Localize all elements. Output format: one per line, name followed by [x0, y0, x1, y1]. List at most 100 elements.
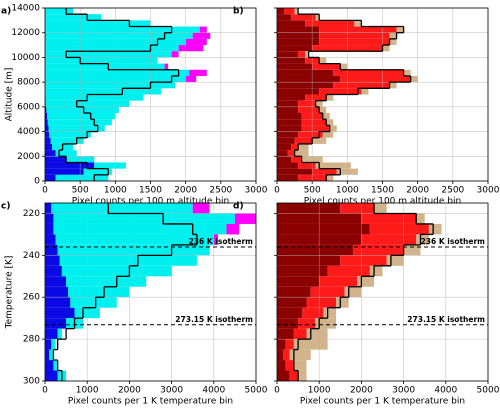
x-tick-label: 3000: [160, 386, 183, 396]
histogram-bar: [45, 69, 190, 76]
histogram-bar: [403, 69, 411, 76]
histogram-bar: [45, 318, 67, 329]
histogram-bar: [369, 265, 383, 277]
histogram-bar: [45, 137, 51, 144]
histogram-bar: [277, 286, 311, 298]
histogram-bar: [361, 234, 417, 245]
histogram-bar: [45, 360, 54, 371]
histogram-bar: [352, 244, 404, 256]
histogram-bar: [322, 131, 334, 138]
histogram-bar: [45, 244, 58, 256]
histogram-bar: [68, 286, 130, 298]
histogram-bar: [277, 137, 295, 144]
histogram-bar: [185, 75, 197, 83]
histogram-bar: [45, 125, 49, 132]
histogram-bar: [277, 168, 313, 175]
histogram-bar: [326, 119, 334, 126]
histogram-bar: [305, 94, 327, 101]
histogram-bar: [340, 63, 348, 70]
histogram-bar: [277, 318, 299, 329]
histogram-bar: [277, 75, 341, 83]
x-tick-label: 0: [42, 386, 48, 396]
histogram-bar: [396, 26, 404, 33]
histogram-bar: [45, 213, 54, 224]
histogram-bar: [374, 203, 387, 214]
histogram-bar: [305, 51, 309, 58]
histogram-bar: [326, 94, 334, 101]
histogram-bar: [277, 156, 292, 163]
histogram-bar: [61, 265, 172, 277]
histogram-bar: [298, 106, 320, 114]
histogram-bar: [322, 113, 330, 120]
histogram-bar: [47, 113, 116, 120]
histogram-bar: [306, 297, 337, 308]
histogram-bar: [277, 26, 320, 33]
y-axis-label: Altitude [m]: [5, 68, 15, 122]
y-tick-label: 220: [23, 209, 40, 219]
histogram-bar: [45, 168, 84, 175]
histogram-bar: [293, 328, 307, 340]
histogram-bar: [45, 51, 172, 58]
histogram-bar: [277, 14, 292, 21]
y-tick-label: 2000: [17, 152, 40, 162]
x-axis-label: Pixel counts per 100 m altitude bin: [304, 197, 461, 207]
x-tick-label: 2000: [174, 186, 197, 196]
histogram-bar: [319, 106, 327, 114]
histogram-bar: [294, 8, 299, 15]
histogram-bar: [45, 26, 200, 33]
histogram-bar: [410, 75, 418, 83]
histogram-bar: [283, 349, 290, 361]
histogram-bar: [323, 307, 337, 319]
histogram-bar: [389, 38, 397, 46]
histogram-bar: [277, 255, 341, 266]
y-tick-label: 240: [23, 251, 40, 261]
histogram-bar: [315, 14, 320, 21]
histogram-bar: [226, 223, 240, 235]
histogram-bar: [277, 100, 299, 107]
histogram-bar: [45, 223, 54, 235]
histogram-bar: [287, 150, 295, 157]
histogram-bar: [171, 51, 179, 58]
histogram-bar: [45, 45, 179, 52]
histogram-bar: [277, 297, 307, 308]
histogram-bar: [53, 360, 58, 371]
histogram-bar: [327, 265, 370, 277]
histogram-bar: [298, 143, 309, 151]
histogram-bar: [277, 150, 288, 157]
histogram-bar: [45, 234, 56, 245]
histogram-bar: [45, 307, 75, 319]
histogram-bar: [66, 276, 147, 287]
histogram-bar: [277, 57, 306, 64]
histogram-bar: [45, 150, 56, 157]
histogram-bar: [312, 168, 337, 175]
histogram-bar: [319, 32, 390, 39]
x-tick-label: 4000: [434, 386, 457, 396]
histogram-bar: [301, 119, 327, 126]
histogram-bar: [289, 370, 299, 381]
histogram-bar: [298, 51, 306, 58]
y-tick-label: 300: [23, 377, 40, 387]
x-tick-label: 1000: [104, 186, 127, 196]
histogram-bar: [277, 32, 320, 39]
histogram-bar: [302, 307, 324, 319]
histogram-bar: [340, 75, 411, 83]
y-axis-label: Temperature [K]: [5, 256, 15, 330]
x-tick-label: 2000: [118, 386, 141, 396]
histogram-bar: [291, 156, 302, 163]
histogram-bar: [277, 370, 290, 381]
histogram-bar: [189, 69, 207, 76]
histogram-bar: [57, 328, 62, 340]
plot-frame: [276, 202, 489, 382]
y-tick-label: 260: [23, 293, 40, 303]
histogram-bar: [361, 213, 417, 224]
histogram-bar: [319, 88, 362, 95]
histogram-bar: [389, 82, 397, 89]
histogram-bar: [344, 286, 362, 298]
histogram-bar: [298, 318, 315, 329]
y-tick-label: 6000: [17, 102, 40, 112]
x-tick-label: 2500: [441, 186, 464, 196]
histogram-bar: [314, 318, 337, 329]
histogram-bar: [386, 255, 404, 266]
histogram-bar: [284, 8, 295, 15]
